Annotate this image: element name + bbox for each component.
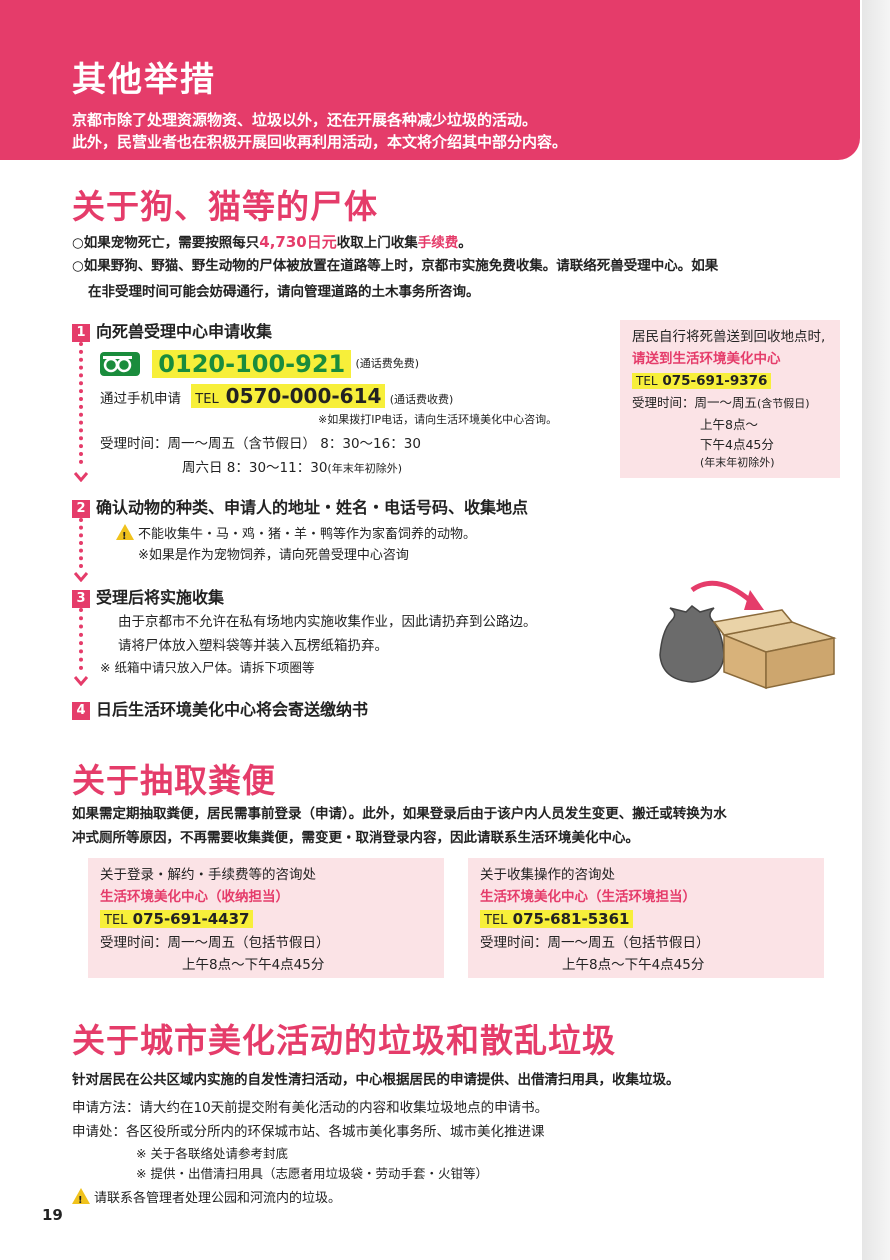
section-title-pets: 关于狗、猫等的尸体	[72, 187, 378, 226]
cleanup-warning-text: 请联系各管理者处理公园和河流内的垃圾。	[94, 1191, 342, 1206]
page-number: 19	[42, 1206, 63, 1224]
step-connector-2	[79, 518, 83, 568]
cleanup-note-1: ※ 关于各联络处请参考封底	[136, 1146, 288, 1161]
side-tel[interactable]: TEL 075-691-9376	[632, 370, 828, 392]
header-line-2: 此外，民营业者也在积极开展回收再利用活动，本文将介绍其中部分内容。	[72, 133, 568, 151]
side-line-1: 居民自行将死兽送到回收地点时,	[632, 329, 826, 345]
box2-center: 生活环境美化中心（生活环境担当）	[480, 889, 696, 905]
section-title-cleanup: 关于城市美化活动的垃圾和散乱垃圾	[72, 1021, 616, 1060]
step-2-label: 确认动物的种类、申请人的地址・姓名・电话号码、收集地点	[96, 498, 529, 517]
warning-icon: !	[116, 524, 134, 542]
box1-hours-1: 受理时间：周一～周五（包括节假日）	[100, 935, 330, 951]
step-2-number: 2	[72, 500, 90, 518]
box1-tel-number[interactable]: 075-691-4437	[132, 910, 250, 928]
side-hours-4: (年末年初除外)	[700, 456, 775, 469]
toilet-paragraph-line-2: 冲式厕所等原因，不再需要收集粪便，需变更・取消登录内容，因此请联系生活环境美化中…	[72, 830, 639, 846]
cleanup-note-2: ※ 提供・出借清扫用具（志愿者用垃圾袋・劳动手套・火钳等）	[136, 1166, 488, 1181]
hours-line-2-note: (年末年初除外)	[327, 462, 403, 475]
step-2-warning: ! 不能收集牛・马・鸡・猪・羊・鸭等作为家畜饲养的动物。	[116, 524, 476, 545]
box1-heading: 关于登录・解约・手续费等的咨询处	[100, 867, 316, 883]
cleanup-intro: 针对居民在公共区域内实施的自发性清扫活动，中心根据居民的申请提供、出借清扫用具，…	[72, 1072, 680, 1088]
step-1-number: 1	[72, 324, 90, 342]
box2-hours-2: 上午8点～下午4点45分	[562, 957, 705, 973]
step-connector-1	[79, 342, 83, 464]
contact-box-collection: 关于收集操作的咨询处 生活环境美化中心（生活环境担当） TEL 075-681-…	[468, 858, 824, 978]
box1-tel[interactable]: TEL 075-691-4437	[100, 908, 432, 932]
step-3-line-1: 由于京都市不允许在私有场地内实施收集作业，因此请扔弃到公路边。	[118, 614, 537, 630]
ip-note: ※如果拨打IP电话，请向生活环境美化中心咨询。	[318, 413, 558, 426]
freedial-number[interactable]: 0120-100-921	[152, 350, 352, 378]
mobile-tel-label: TEL	[195, 392, 219, 407]
box2-tel-number[interactable]: 075-681-5361	[512, 910, 630, 928]
trash-bag-and-box-illustration	[659, 580, 837, 690]
mobile-tel-number[interactable]: 0570-000-614	[225, 384, 382, 408]
toilet-paragraph-line-1: 如果需定期抽取粪便，居民需事前登录（申请）。此外，如果登录后由于该户内人员发生变…	[72, 806, 727, 822]
self-delivery-box: 居民自行将死兽送到回收地点时, 请送到生活环境美化中心 TEL 075-691-…	[620, 320, 840, 478]
pets-paragraph-2-line-1: ○如果野狗、野猫、野生动物的尸体被放置在道路等上时，京都市实施免费收集。请联络死…	[72, 258, 719, 274]
box1-hours-2: 上午8点～下午4点45分	[182, 957, 325, 973]
step-2-note: ※如果是作为宠物饲养，请向死兽受理中心咨询	[138, 548, 409, 563]
box2-tel-label: TEL	[484, 913, 508, 928]
mobile-tel[interactable]: TEL 0570-000-614	[191, 384, 386, 408]
contact-box-registration: 关于登录・解约・手续费等的咨询处 生活环境美化中心（收纳担当） TEL 075-…	[88, 858, 444, 978]
side-hours-1: 受理时间：周一～周五(含节假日)	[632, 392, 828, 415]
side-tel-number[interactable]: 075-691-9376	[662, 373, 768, 389]
hours-line-1: 受理时间：周一～周五（含节假日） 8：30～16：30	[100, 436, 421, 452]
side-hours-3: 下午4点45分	[700, 437, 774, 452]
box1-center: 生活环境美化中心（收纳担当）	[100, 889, 289, 905]
step-3-label: 受理后将实施收集	[96, 588, 225, 607]
box1-tel-label: TEL	[104, 913, 128, 928]
step-3-note: ※ 纸箱中请只放入尸体。请拆下项圈等	[100, 660, 315, 675]
pets-paragraph-2-line-2: 在非受理时间可能会妨碍通行，请向管理道路的土木事务所咨询。	[88, 284, 480, 300]
side-hours-1-text: 受理时间：周一～周五	[632, 395, 758, 410]
pets-p1-text-b: 收取上门收集	[336, 235, 418, 251]
pets-p1-text-c: 。	[458, 235, 472, 251]
header-line-1: 京都市除了处理资源物资、垃圾以外，还在开展各种减少垃圾的活动。	[72, 111, 538, 129]
warning-icon: !	[72, 1188, 90, 1206]
step-4-number: 4	[72, 702, 90, 720]
hours-line-2-text: 周六日 8：30～11：30	[182, 460, 328, 476]
chevron-down-icon	[74, 676, 88, 686]
chevron-down-icon	[74, 572, 88, 582]
step-2-title: 2 确认动物的种类、申请人的地址・姓名・电话号码、收集地点	[72, 494, 528, 518]
step-3-title: 3 受理后将实施收集	[72, 584, 224, 608]
side-center-name: 请送到生活环境美化中心	[632, 351, 781, 367]
step-1-label: 向死兽受理中心申请收集	[96, 322, 273, 341]
step-3-line-2: 请将尸体放入塑料袋等并装入瓦楞纸箱扔弃。	[118, 638, 388, 654]
side-hours-2: 上午8点～	[700, 417, 758, 432]
pets-fee: 手续费	[417, 235, 459, 251]
step-4-label: 日后生活环境美化中心将会寄送缴纳书	[96, 700, 369, 719]
step-connector-3	[79, 608, 83, 670]
box2-tel[interactable]: TEL 075-681-5361	[480, 908, 812, 932]
section-title-toilet: 关于抽取粪便	[72, 761, 276, 800]
pets-paragraph-1: ○如果宠物死亡，需要按照每只4,730日元收取上门收集手续费。	[72, 230, 842, 255]
freedial-note: (通话费免费)	[355, 357, 420, 370]
pets-price: 4,730日元	[259, 233, 337, 251]
step-4-title: 4 日后生活环境美化中心将会寄送缴纳书	[72, 696, 368, 720]
mobile-label: 通过手机申请	[100, 391, 181, 407]
step-2-warning-text: 不能收集牛・马・鸡・猪・羊・鸭等作为家畜饲养的动物。	[138, 527, 477, 542]
box2-hours-1: 受理时间：周一～周五（包括节假日）	[480, 935, 710, 951]
cleanup-line-2: 申请处：各区役所或分所内的环保城市站、各城市美化事务所、城市美化推进课	[72, 1124, 545, 1140]
side-hours-1-note: (含节假日)	[757, 397, 810, 410]
mobile-row[interactable]: 通过手机申请 TEL 0570-000-614 (通话费收费)	[100, 384, 454, 410]
page-edge-shadow	[862, 0, 890, 1260]
freedial-row[interactable]: 0120-100-921 (通话费免费)	[100, 350, 420, 378]
mobile-note: (通话费收费)	[389, 393, 454, 406]
pets-p1-text-a: ○如果宠物死亡，需要按照每只	[72, 235, 260, 251]
page-header: 其他举措 京都市除了处理资源物资、垃圾以外，还在开展各种减少垃圾的活动。 此外，…	[0, 0, 860, 160]
cleanup-warning: ! 请联系各管理者处理公园和河流内的垃圾。	[72, 1188, 341, 1209]
step-1-title: 1 向死兽受理中心申请收集	[72, 318, 272, 342]
box2-heading: 关于收集操作的咨询处	[480, 867, 615, 883]
free-dial-icon	[100, 352, 140, 376]
cleanup-line-1: 申请方法：请大约在10天前提交附有美化活动的内容和收集垃圾地点的申请书。	[72, 1100, 549, 1116]
step-3-number: 3	[72, 590, 90, 608]
page-title: 其他举措	[72, 60, 216, 100]
chevron-down-icon	[74, 472, 88, 482]
side-tel-label: TEL	[636, 374, 658, 388]
hours-line-2: 周六日 8：30～11：30(年末年初除外)	[182, 458, 402, 479]
